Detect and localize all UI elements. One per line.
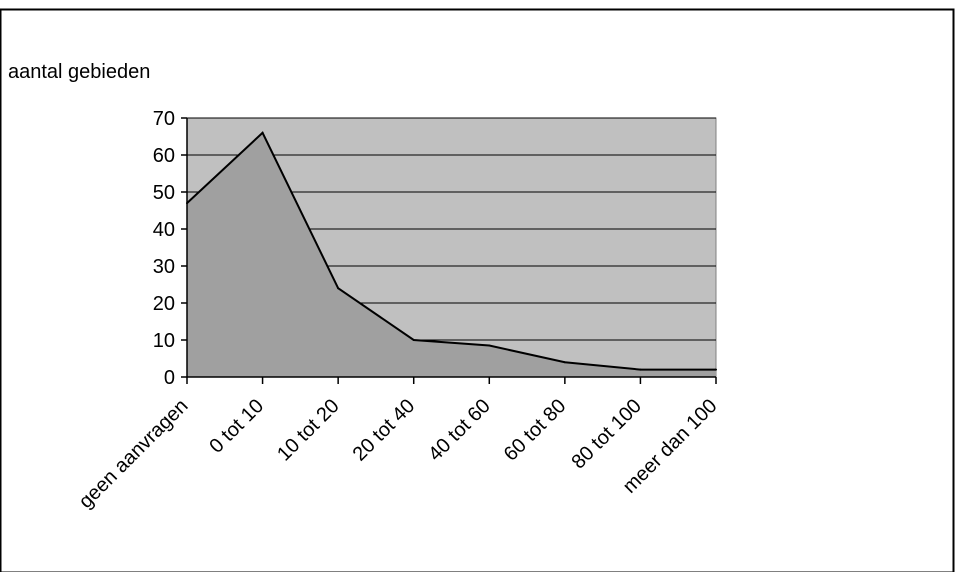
y-axis-title: aantal gebieden <box>8 61 150 83</box>
y-tick-label: 0 <box>164 367 175 389</box>
data-point <box>563 361 566 364</box>
data-point <box>488 344 491 347</box>
y-tick-label: 70 <box>153 108 175 130</box>
y-tick-label: 20 <box>153 293 175 315</box>
y-tick-label: 40 <box>153 219 175 241</box>
series-line <box>186 131 716 371</box>
data-point <box>412 339 415 341</box>
y-tick-label: 30 <box>153 256 175 278</box>
data-point <box>337 287 340 290</box>
area-fill <box>187 132 716 377</box>
data-point <box>261 131 264 134</box>
y-tick-label: 10 <box>153 330 175 352</box>
data-point <box>715 368 717 371</box>
data-point <box>639 368 642 371</box>
y-tick-label: 60 <box>153 145 175 167</box>
y-tick-label: 50 <box>153 182 175 204</box>
